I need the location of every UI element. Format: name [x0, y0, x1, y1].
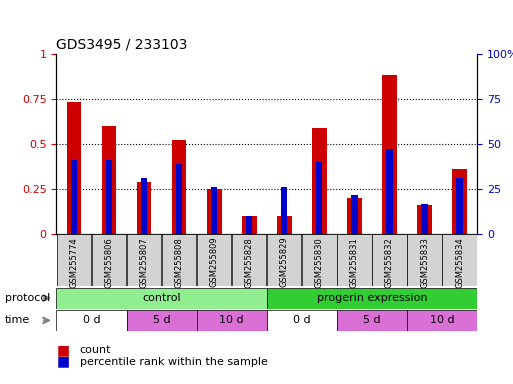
- Bar: [176, 164, 182, 234]
- Text: 5 d: 5 d: [153, 315, 170, 326]
- Bar: [56, 310, 127, 331]
- Text: time: time: [5, 315, 30, 326]
- Bar: [196, 310, 267, 331]
- Bar: [127, 310, 196, 331]
- Bar: [141, 178, 147, 234]
- Bar: [337, 234, 371, 286]
- Bar: [351, 195, 358, 234]
- Bar: [197, 234, 231, 286]
- Text: GDS3495 / 233103: GDS3495 / 233103: [56, 37, 188, 51]
- Bar: [246, 216, 252, 234]
- Bar: [242, 216, 256, 234]
- Text: protocol: protocol: [5, 293, 50, 303]
- Text: GSM255808: GSM255808: [174, 237, 184, 288]
- Text: GSM255832: GSM255832: [385, 237, 394, 288]
- Bar: [56, 288, 267, 309]
- Text: GSM255774: GSM255774: [69, 237, 78, 288]
- Bar: [457, 178, 463, 234]
- Bar: [162, 234, 196, 286]
- Bar: [106, 160, 112, 234]
- Bar: [421, 204, 428, 234]
- Bar: [407, 310, 477, 331]
- Bar: [57, 234, 91, 286]
- Bar: [382, 75, 397, 234]
- Bar: [372, 234, 407, 286]
- Bar: [211, 187, 218, 234]
- Bar: [281, 187, 287, 234]
- Text: 10 d: 10 d: [430, 315, 455, 326]
- Text: control: control: [142, 293, 181, 303]
- Bar: [442, 234, 477, 286]
- Bar: [136, 182, 151, 234]
- Text: percentile rank within the sample: percentile rank within the sample: [80, 357, 267, 367]
- Text: 0 d: 0 d: [293, 315, 311, 326]
- Bar: [232, 234, 266, 286]
- Bar: [172, 141, 187, 234]
- Bar: [277, 216, 292, 234]
- Bar: [102, 126, 116, 234]
- Text: 0 d: 0 d: [83, 315, 101, 326]
- Bar: [316, 162, 323, 234]
- Text: GSM255809: GSM255809: [210, 237, 219, 288]
- Bar: [92, 234, 126, 286]
- Bar: [267, 234, 302, 286]
- Text: GSM255831: GSM255831: [350, 237, 359, 288]
- Text: 5 d: 5 d: [363, 315, 381, 326]
- Bar: [127, 234, 161, 286]
- Text: GSM255829: GSM255829: [280, 237, 289, 288]
- Bar: [452, 169, 467, 234]
- Text: GSM255833: GSM255833: [420, 237, 429, 288]
- Bar: [71, 160, 77, 234]
- Text: 10 d: 10 d: [220, 315, 244, 326]
- Text: GSM255807: GSM255807: [140, 237, 149, 288]
- Bar: [267, 310, 337, 331]
- Bar: [67, 103, 82, 234]
- Text: GSM255806: GSM255806: [105, 237, 113, 288]
- Bar: [207, 189, 222, 234]
- Bar: [267, 288, 477, 309]
- Bar: [347, 198, 362, 234]
- Bar: [337, 310, 407, 331]
- Text: progerin expression: progerin expression: [317, 293, 427, 303]
- Text: count: count: [80, 345, 111, 355]
- Bar: [312, 128, 327, 234]
- Bar: [302, 234, 337, 286]
- Text: ■: ■: [56, 343, 70, 357]
- Bar: [417, 205, 432, 234]
- Bar: [407, 234, 442, 286]
- Text: ■: ■: [56, 355, 70, 369]
- Text: GSM255830: GSM255830: [315, 237, 324, 288]
- Bar: [386, 149, 392, 234]
- Text: GSM255828: GSM255828: [245, 237, 254, 288]
- Text: GSM255834: GSM255834: [455, 237, 464, 288]
